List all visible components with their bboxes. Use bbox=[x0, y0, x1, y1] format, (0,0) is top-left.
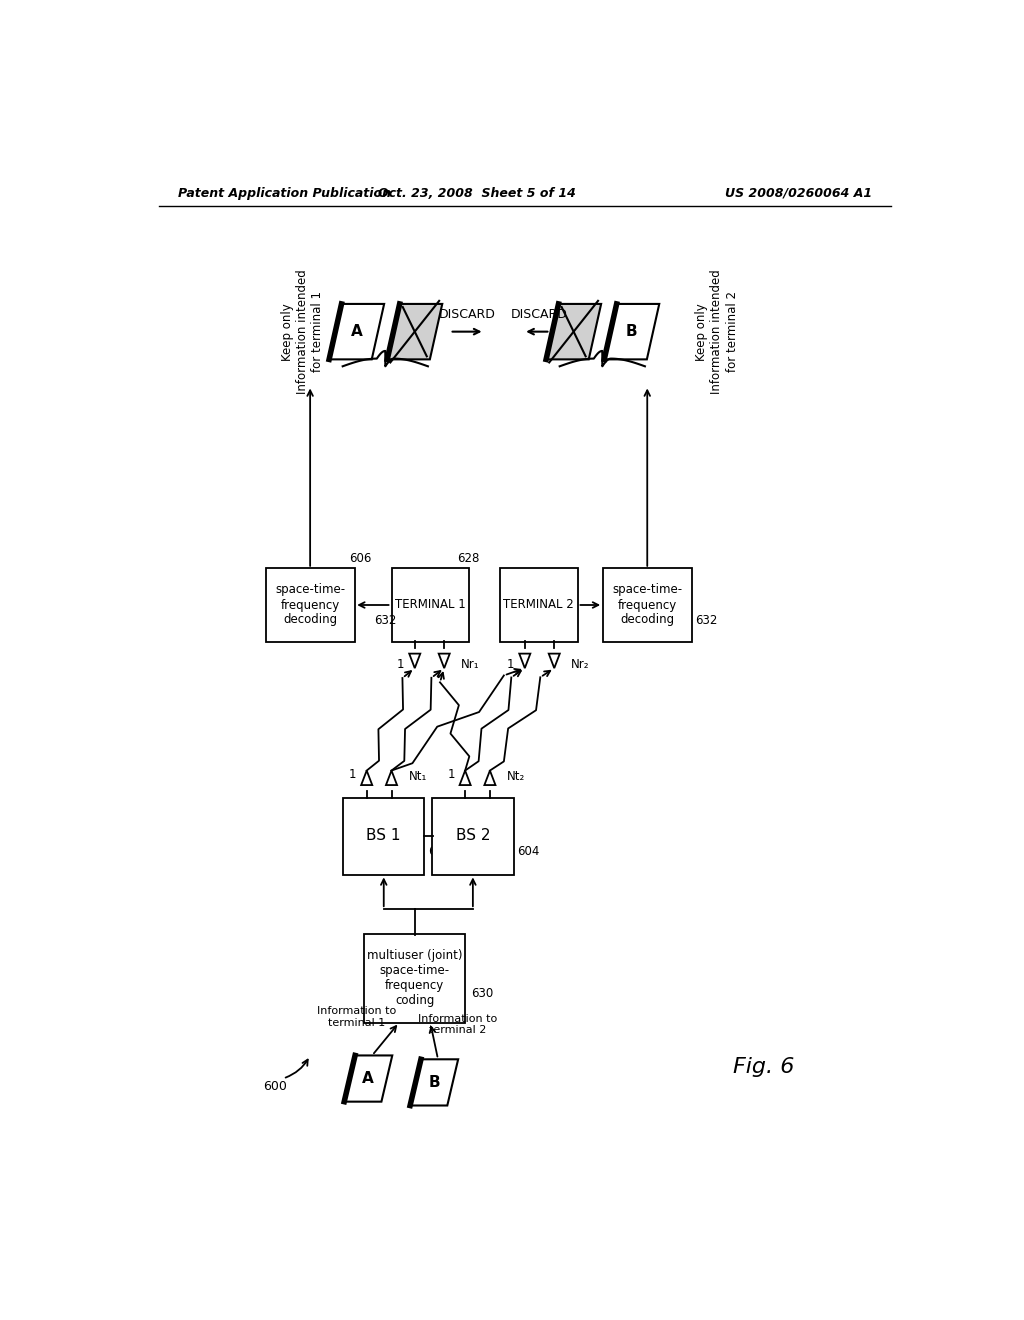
Text: Keep only
Information intended
for terminal 2: Keep only Information intended for termi… bbox=[695, 269, 738, 395]
Text: TERMINAL 2: TERMINAL 2 bbox=[504, 598, 574, 611]
Text: DISCARD: DISCARD bbox=[439, 308, 496, 321]
Text: 604: 604 bbox=[517, 845, 540, 858]
Polygon shape bbox=[546, 304, 601, 359]
Polygon shape bbox=[410, 653, 420, 668]
Polygon shape bbox=[329, 304, 384, 359]
Bar bbox=[265, 569, 354, 642]
Text: Information to
terminal 1: Information to terminal 1 bbox=[317, 1006, 396, 1028]
Text: Nr₂: Nr₂ bbox=[571, 657, 590, 671]
Text: BS 1: BS 1 bbox=[367, 829, 401, 843]
Text: 1: 1 bbox=[349, 768, 356, 781]
Bar bbox=[343, 797, 424, 874]
Text: DISCARD: DISCARD bbox=[510, 308, 567, 321]
Text: Patent Application Publication: Patent Application Publication bbox=[178, 186, 391, 199]
Polygon shape bbox=[604, 304, 659, 359]
Polygon shape bbox=[387, 304, 442, 359]
Polygon shape bbox=[410, 1059, 458, 1106]
Polygon shape bbox=[386, 771, 397, 785]
Text: space-time-
frequency
decoding: space-time- frequency decoding bbox=[275, 583, 345, 627]
Text: Information to
terminal 2: Information to terminal 2 bbox=[418, 1014, 497, 1035]
Text: 1: 1 bbox=[447, 768, 455, 781]
Text: 632: 632 bbox=[695, 614, 718, 627]
Text: US 2008/0260064 A1: US 2008/0260064 A1 bbox=[725, 186, 872, 199]
Bar bbox=[391, 569, 469, 642]
Text: 628: 628 bbox=[458, 552, 480, 565]
Bar bbox=[603, 569, 692, 642]
Text: Nt₁: Nt₁ bbox=[409, 770, 427, 783]
Polygon shape bbox=[344, 1056, 392, 1102]
Text: A: A bbox=[351, 325, 362, 339]
Polygon shape bbox=[361, 771, 373, 785]
Text: 1: 1 bbox=[397, 657, 404, 671]
Polygon shape bbox=[438, 653, 450, 668]
Text: 1: 1 bbox=[507, 657, 515, 671]
Text: B: B bbox=[626, 325, 638, 339]
Text: Keep only
Information intended
for terminal 1: Keep only Information intended for termi… bbox=[281, 269, 324, 395]
Text: multiuser (joint)
space-time-
frequency
coding: multiuser (joint) space-time- frequency … bbox=[367, 949, 463, 1007]
Bar bbox=[500, 569, 578, 642]
Bar bbox=[432, 797, 514, 874]
Text: Fig. 6: Fig. 6 bbox=[733, 1057, 795, 1077]
Polygon shape bbox=[519, 653, 530, 668]
Text: 606: 606 bbox=[349, 552, 372, 565]
Text: 600: 600 bbox=[263, 1080, 287, 1093]
Text: A: A bbox=[362, 1071, 374, 1086]
Text: Oct. 23, 2008  Sheet 5 of 14: Oct. 23, 2008 Sheet 5 of 14 bbox=[378, 186, 575, 199]
Text: TERMINAL 1: TERMINAL 1 bbox=[395, 598, 466, 611]
Text: B: B bbox=[428, 1074, 440, 1090]
Text: 602: 602 bbox=[428, 845, 451, 858]
Bar bbox=[365, 935, 465, 1023]
Text: 632: 632 bbox=[374, 614, 396, 627]
Text: space-time-
frequency
decoding: space-time- frequency decoding bbox=[612, 583, 682, 627]
Polygon shape bbox=[484, 771, 496, 785]
Text: Nr₁: Nr₁ bbox=[461, 657, 480, 671]
Text: Nt₂: Nt₂ bbox=[507, 770, 525, 783]
Text: 630: 630 bbox=[471, 987, 494, 1001]
Text: BS 2: BS 2 bbox=[456, 829, 490, 843]
Polygon shape bbox=[549, 653, 560, 668]
Polygon shape bbox=[460, 771, 471, 785]
